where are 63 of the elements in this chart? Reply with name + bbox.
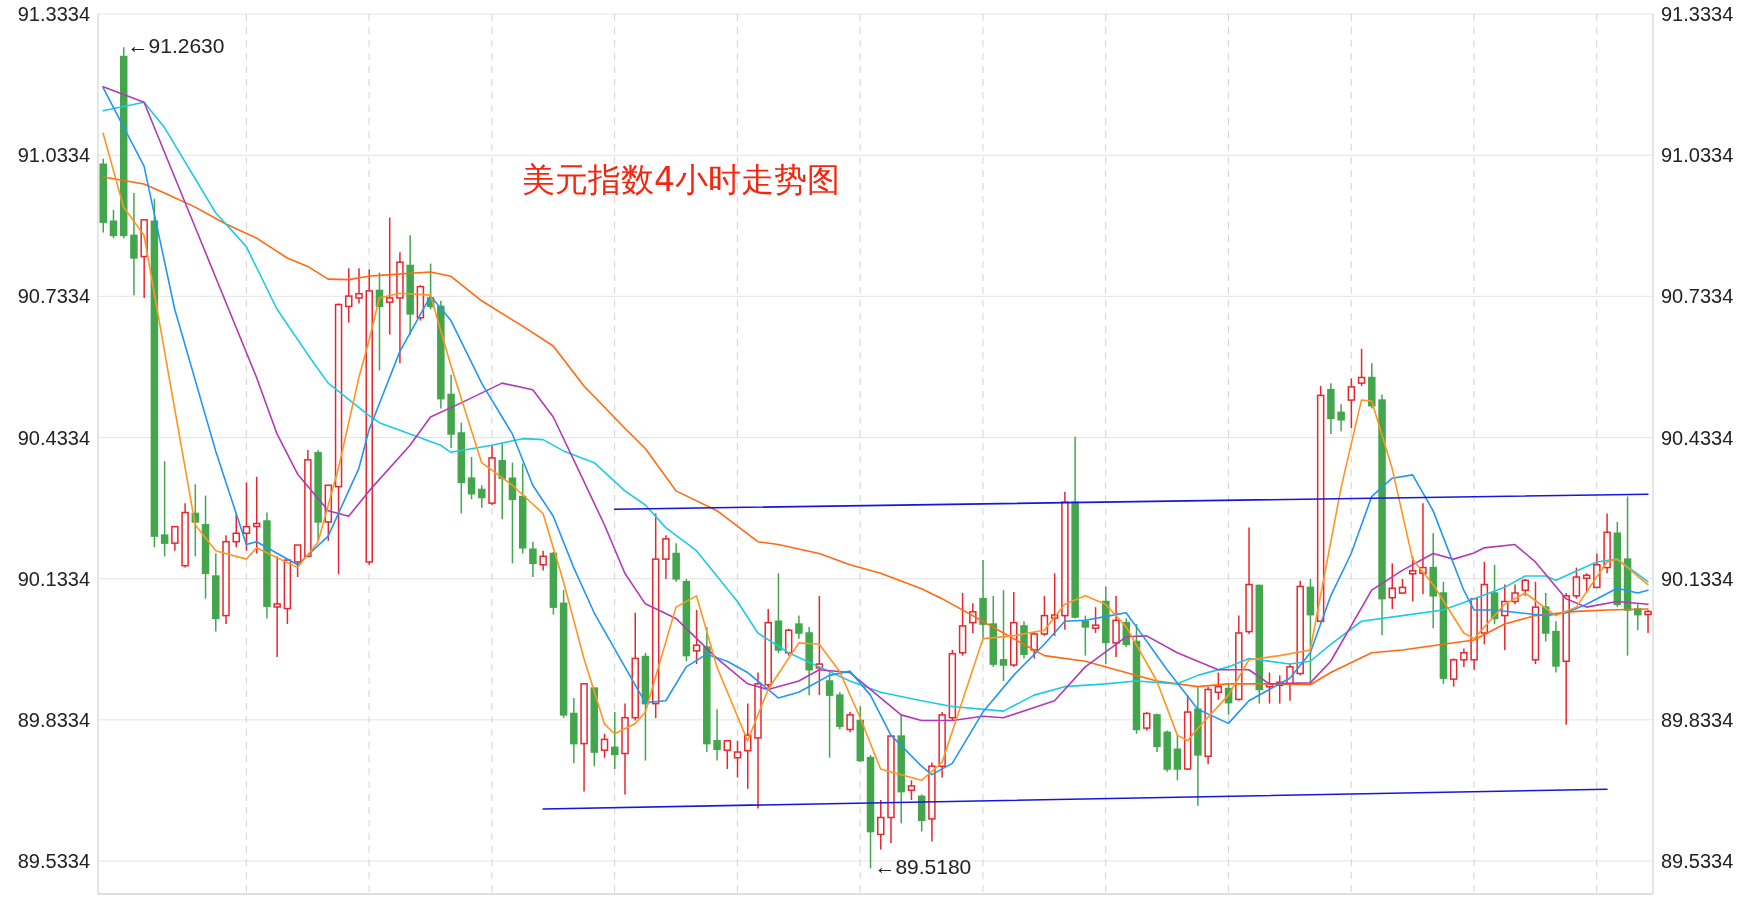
- y2-tick-label: 91.3334: [1661, 3, 1734, 26]
- y2-tick-label: 90.4334: [1661, 426, 1734, 449]
- candlestick: [1460, 647, 1468, 668]
- candlestick: [1337, 403, 1345, 432]
- candlestick: [795, 614, 803, 640]
- candlestick: [846, 711, 854, 734]
- annotation: ←89.5180: [874, 854, 972, 878]
- y2-tick-label: 90.1334: [1661, 567, 1734, 590]
- candlestick: [825, 671, 834, 759]
- y-tick-label: 89.5334: [17, 850, 90, 873]
- candlestick: [1357, 348, 1366, 387]
- candlestick: [1030, 630, 1038, 660]
- candlestick: [1173, 734, 1182, 782]
- candlestick: [1081, 614, 1090, 657]
- candlestick: [907, 779, 916, 801]
- y-tick-label: 90.7334: [17, 285, 90, 308]
- candlestick: [478, 484, 486, 509]
- candlestick: [1214, 671, 1223, 701]
- candlestick: [1112, 595, 1120, 658]
- candlestick: [999, 589, 1008, 682]
- candlestick: [1644, 609, 1652, 634]
- y-tick-label: 90.1334: [17, 567, 90, 590]
- y2-tick-label: 89.5334: [1661, 850, 1734, 873]
- candlestick: [467, 456, 476, 501]
- candlestick: [744, 702, 752, 790]
- candlestick: [242, 481, 251, 552]
- y-tick-label: 91.0334: [17, 144, 90, 167]
- candlestick: [345, 267, 353, 324]
- candlestick: [109, 209, 118, 239]
- candlestick: [784, 628, 793, 657]
- candlestick: [273, 555, 281, 658]
- candlestick: [1091, 606, 1100, 634]
- candlestick: [160, 460, 169, 558]
- candlestick: [723, 740, 732, 770]
- candlestick: [733, 740, 742, 779]
- candlestick: [1142, 711, 1151, 732]
- y2-tick-label: 89.8334: [1661, 708, 1734, 731]
- candlestick: [1449, 657, 1458, 688]
- candlestick: [130, 192, 138, 296]
- candlestick: [293, 544, 302, 578]
- candlestick: [385, 216, 394, 336]
- candlestick: [529, 540, 537, 578]
- y-tick-label: 90.4334: [17, 426, 90, 449]
- candlestick: [969, 602, 977, 634]
- candlestick: [539, 549, 547, 572]
- candlestick: [662, 534, 670, 580]
- candlestick: [171, 525, 179, 552]
- candlestick: [498, 441, 506, 520]
- y2-tick-label: 90.7334: [1661, 285, 1734, 308]
- candlestick: [877, 799, 885, 851]
- candlestick: [355, 267, 363, 305]
- candlestick: [600, 732, 609, 759]
- candlestick: [611, 711, 619, 770]
- candlestick: [692, 609, 701, 665]
- y2-tick-label: 91.0334: [1661, 144, 1734, 167]
- y-tick-label: 91.3334: [17, 3, 90, 26]
- candlestick: [1347, 377, 1356, 430]
- y-tick-label: 89.8334: [17, 708, 90, 731]
- candlestick: [232, 512, 240, 549]
- candlestick: [713, 708, 721, 762]
- text: 美元指数4小时走势图: [522, 159, 840, 201]
- annotation: ←91.2630: [127, 33, 225, 57]
- candlestick: [1572, 566, 1581, 600]
